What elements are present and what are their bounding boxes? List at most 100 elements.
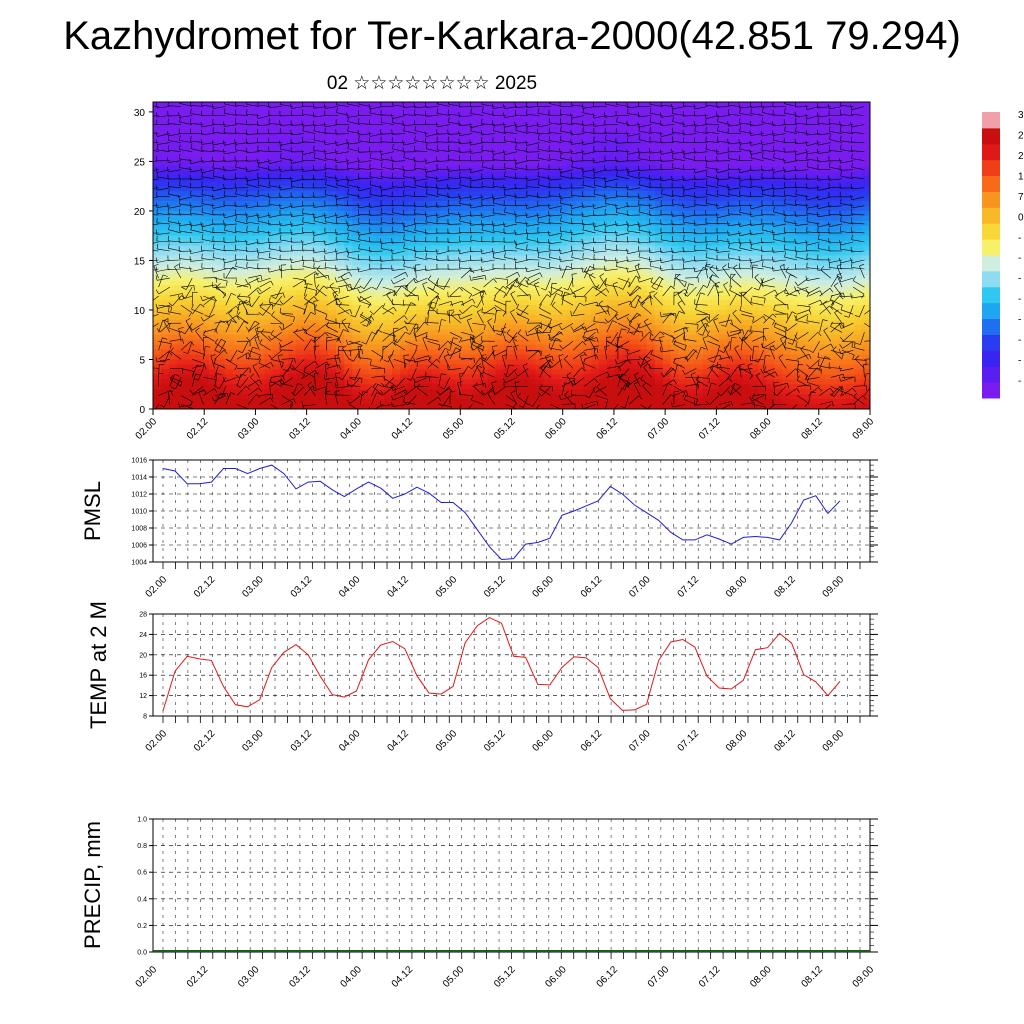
heatmap-cell bbox=[806, 225, 815, 232]
heatmap-cell bbox=[758, 102, 768, 108]
heatmap-cell bbox=[360, 126, 369, 133]
heatmap-cell bbox=[168, 191, 178, 197]
heatmap-cell bbox=[638, 369, 648, 375]
heatmap-cell bbox=[176, 215, 186, 222]
heatmap-cell bbox=[734, 250, 744, 257]
heatmap-cell bbox=[272, 349, 282, 356]
heatmap-cell bbox=[455, 186, 465, 192]
heatmap-cell bbox=[160, 369, 170, 375]
heatmap-cell bbox=[750, 339, 760, 346]
heatmap-cell bbox=[742, 235, 752, 242]
heatmap-cell bbox=[638, 349, 648, 356]
heatmap-cell bbox=[200, 314, 210, 321]
heatmap-cell bbox=[862, 116, 870, 123]
heatmap-cell bbox=[830, 151, 839, 158]
heatmap-cell bbox=[854, 106, 863, 113]
heatmap-cell bbox=[638, 215, 648, 222]
heatmap-cell bbox=[838, 196, 847, 202]
heatmap-cell bbox=[392, 161, 401, 167]
heatmap-cell bbox=[814, 181, 823, 187]
heatmap-cell bbox=[328, 309, 337, 316]
heatmap-cell bbox=[631, 141, 640, 148]
heatmap-cell bbox=[368, 215, 377, 222]
heatmap-cell bbox=[511, 136, 521, 143]
heatmap-cell bbox=[607, 176, 616, 182]
heatmap-cell bbox=[280, 339, 290, 346]
heatmap-cell bbox=[264, 260, 274, 266]
heatmap-cell bbox=[344, 196, 353, 202]
heatmap-cell bbox=[280, 136, 290, 143]
heatmap-cell bbox=[168, 300, 178, 306]
heatmap-cell bbox=[168, 146, 178, 153]
heatmap-cell bbox=[798, 305, 807, 311]
heatmap-cell bbox=[670, 171, 680, 177]
heatmap-cell bbox=[280, 265, 290, 271]
heatmap-cell bbox=[567, 295, 576, 301]
heatmap-cell bbox=[702, 235, 712, 242]
heatmap-cell bbox=[750, 300, 760, 306]
heatmap-cell bbox=[192, 186, 202, 192]
heatmap-cell bbox=[750, 275, 760, 281]
heatmap-cell bbox=[153, 339, 162, 346]
heatmap-cell bbox=[766, 136, 775, 143]
heatmap-cell bbox=[575, 369, 584, 375]
heatmap-cell bbox=[399, 280, 409, 286]
heatmap-cell bbox=[623, 344, 632, 351]
heatmap-cell bbox=[734, 186, 744, 192]
heatmap-cell bbox=[742, 250, 752, 257]
heatmap-cell bbox=[384, 369, 393, 375]
heatmap-cell bbox=[638, 309, 648, 316]
heatmap-cell bbox=[591, 260, 600, 266]
heatmap-cell bbox=[710, 181, 720, 187]
heatmap-cell bbox=[591, 166, 600, 172]
heatmap-cell bbox=[495, 205, 505, 212]
heatmap-cell bbox=[328, 131, 337, 138]
heatmap-cell bbox=[527, 280, 536, 286]
heatmap-cell bbox=[232, 186, 242, 192]
heatmap-cell bbox=[694, 329, 704, 336]
heatmap-cell bbox=[607, 186, 616, 192]
heatmap-cell bbox=[615, 280, 624, 286]
heatmap-cell bbox=[184, 102, 194, 108]
heatmap-cell bbox=[200, 295, 210, 301]
heatmap-cell bbox=[296, 364, 305, 370]
heatmap-cell bbox=[399, 300, 409, 306]
heatmap-cell bbox=[519, 240, 529, 247]
heatmap-cell bbox=[431, 151, 441, 158]
heatmap-cell bbox=[790, 349, 799, 356]
heatmap-cell bbox=[718, 240, 728, 247]
heatmap-cell bbox=[304, 121, 313, 128]
heatmap-cell bbox=[296, 141, 305, 148]
heatmap-cell bbox=[662, 300, 672, 306]
heatmap-cell bbox=[192, 319, 202, 326]
heatmap-cell bbox=[798, 225, 807, 232]
heatmap-cell bbox=[431, 260, 441, 266]
heatmap-cell bbox=[750, 260, 760, 266]
heatmap-cell bbox=[854, 240, 863, 247]
heatmap-cell bbox=[192, 359, 202, 366]
heatmap-cell bbox=[806, 295, 815, 301]
heatmap-cell bbox=[782, 106, 791, 113]
heatmap-cell bbox=[543, 151, 552, 158]
heatmap-cell bbox=[256, 285, 266, 291]
heatmap-cell bbox=[862, 260, 870, 266]
heatmap-cell bbox=[487, 230, 497, 237]
heatmap-cell bbox=[750, 171, 760, 177]
heatmap-cell bbox=[678, 300, 688, 306]
heatmap-cell bbox=[678, 151, 688, 158]
heatmap-cell bbox=[846, 141, 855, 148]
heatmap-cell bbox=[479, 215, 489, 222]
heatmap-cell bbox=[495, 369, 505, 375]
heatmap-cell bbox=[583, 141, 592, 148]
heatmap-cell bbox=[758, 146, 768, 153]
heatmap-cell bbox=[208, 181, 218, 187]
heatmap-cell bbox=[726, 116, 736, 123]
heatmap-cell bbox=[726, 220, 736, 227]
heatmap-cell bbox=[710, 102, 720, 108]
heatmap-cell bbox=[718, 334, 728, 341]
heatmap-cell bbox=[224, 230, 234, 237]
heatmap-cell bbox=[503, 131, 513, 138]
heatmap-cell bbox=[646, 156, 656, 163]
heatmap-cell bbox=[830, 205, 839, 212]
heatmap-cell bbox=[392, 225, 401, 232]
